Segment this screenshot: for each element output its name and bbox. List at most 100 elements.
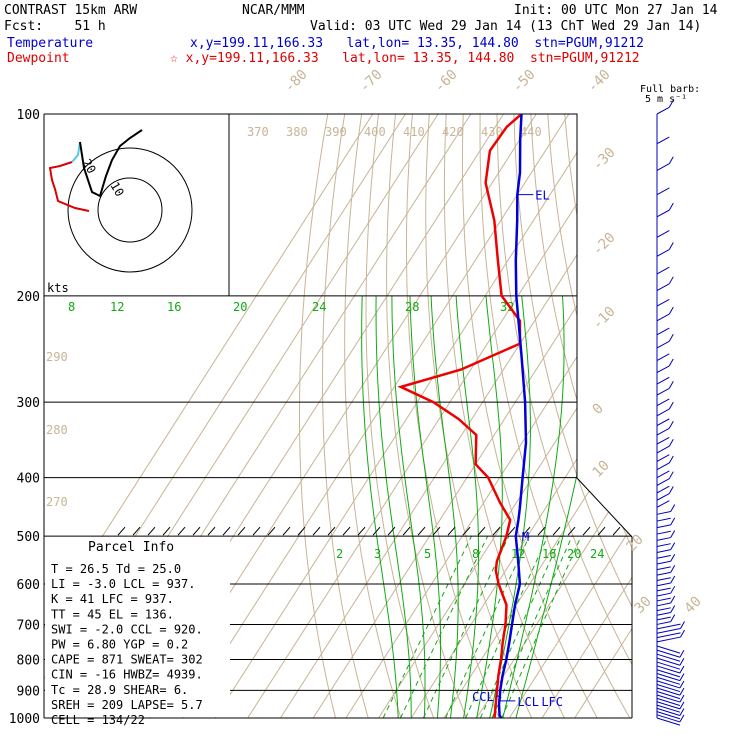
wind-barb-feather — [679, 708, 685, 716]
parcel-box-background — [45, 537, 230, 717]
wind-barb — [656, 163, 670, 171]
hodograph-trace-low — [48, 161, 90, 212]
wind-barb-feather — [668, 455, 674, 464]
wind-barb — [656, 517, 671, 522]
wind-barb — [656, 365, 670, 374]
marker-lfc: LFC — [541, 695, 563, 709]
hodograph-ring-20 — [67, 147, 193, 273]
hodograph-ring-10 — [97, 177, 163, 243]
hodograph-background — [45, 115, 228, 295]
wind-barb-feather — [670, 585, 676, 594]
hatch-mark — [297, 526, 306, 536]
moist-adiabat-line — [455, 295, 479, 718]
wind-barb — [656, 436, 670, 445]
hodograph-label-20: 20 — [79, 157, 98, 177]
pressure-label: 100 — [17, 108, 40, 123]
mixing-ratio-label: 24 — [590, 547, 604, 561]
dry-adiabat-line — [530, 114, 632, 718]
wind-barb — [656, 500, 670, 508]
wind-barb — [656, 711, 681, 720]
theta-label: 370 — [247, 125, 269, 139]
hatch-mark — [207, 526, 216, 536]
wind-barb — [656, 577, 671, 581]
wind-barb-feather — [670, 614, 676, 622]
theta-left-label: 270 — [46, 495, 68, 509]
wind-barb — [656, 445, 670, 454]
pressure-label: 300 — [17, 396, 40, 411]
wind-barb — [656, 187, 670, 196]
hatch-mark — [147, 526, 156, 536]
wind-barb — [656, 543, 671, 547]
wind-barb — [656, 470, 670, 479]
wind-barb-feather — [668, 401, 674, 410]
isotherm-line — [312, 114, 632, 718]
wind-barb — [656, 549, 671, 553]
wind-barb — [656, 687, 681, 696]
barb-legend-title: Full barb: — [640, 84, 701, 95]
moist-adiabat-label: 28 — [405, 300, 419, 314]
parcel-row: LI = -3.0 LCL = 937. — [51, 577, 196, 591]
wind-barb-feather — [668, 421, 674, 429]
isotherm-label: 10 — [590, 458, 613, 481]
parcel-row: T = 26.5 Td = 25.0 — [51, 562, 181, 576]
hatch-mark — [552, 526, 561, 536]
wind-barb-feather — [670, 542, 676, 550]
wind-barb — [656, 530, 671, 535]
wind-barb — [656, 249, 670, 257]
hatch-mark — [192, 526, 201, 536]
marker-lcl: LCL — [517, 695, 539, 709]
hatch-mark — [612, 526, 621, 536]
hodograph-label-10: 10 — [107, 180, 126, 200]
wind-barb — [656, 587, 671, 592]
theta-left-label: 280 — [46, 423, 68, 437]
mixing-ratio-line — [465, 535, 549, 718]
wind-barb-feather — [668, 242, 674, 250]
theta-label: 430 — [481, 125, 503, 139]
wind-barb — [656, 623, 681, 630]
dewpoint-legend: Dewpoint — [7, 51, 70, 66]
moist-adiabat-label: 16 — [167, 300, 181, 314]
hatch-mark — [462, 526, 471, 536]
hatch-mark — [282, 526, 291, 536]
wind-barb-feather — [670, 553, 676, 562]
wind-barb-feather — [668, 358, 674, 367]
hodograph-trace-high — [79, 129, 143, 198]
pressure-label: 600 — [17, 578, 40, 593]
marker-ccl: CCL — [472, 690, 494, 704]
wind-barb — [656, 680, 681, 689]
dewpoint-location: ☆ x,y=199.11,166.33 lat,lon= 13.35, 144.… — [170, 51, 640, 66]
wind-barb — [656, 327, 670, 336]
isotherm-line — [476, 114, 632, 718]
wind-barb-feather — [679, 687, 685, 696]
dry-adiabat-line — [666, 114, 740, 718]
wind-barb — [656, 555, 671, 559]
isotherm-line — [541, 114, 632, 718]
isotherm-label: 30 — [632, 594, 655, 617]
wind-barb — [656, 676, 681, 685]
hatch-mark — [432, 526, 441, 536]
theta-label: 420 — [442, 125, 464, 139]
theta-label: 440 — [520, 125, 542, 139]
wind-barb — [656, 661, 681, 670]
isotherm-label: -80 — [282, 67, 311, 96]
isotherm-label: 40 — [682, 594, 705, 617]
wind-barb-feather — [670, 605, 676, 613]
dewpoint-profile — [397, 114, 523, 718]
wind-barb — [656, 462, 670, 471]
wind-barb — [656, 571, 671, 576]
hatch-mark — [582, 526, 591, 536]
marker-m: M — [522, 530, 529, 544]
wind-barb — [656, 283, 670, 291]
wind-barb — [656, 592, 671, 597]
wind-barb — [656, 701, 681, 710]
mixing-ratio-line — [445, 535, 530, 718]
mixing-ratio-label: 2 — [336, 547, 343, 561]
dry-adiabat-line — [299, 114, 336, 718]
theta-label: 390 — [325, 125, 347, 139]
wind-barb-feather — [679, 665, 685, 674]
barb-legend-units: 5 m s⁻¹ — [645, 94, 688, 105]
isotherm-label: -50 — [510, 67, 539, 96]
wind-barb — [656, 209, 670, 218]
wind-barb — [656, 493, 670, 501]
pressure-label: 700 — [17, 618, 40, 633]
